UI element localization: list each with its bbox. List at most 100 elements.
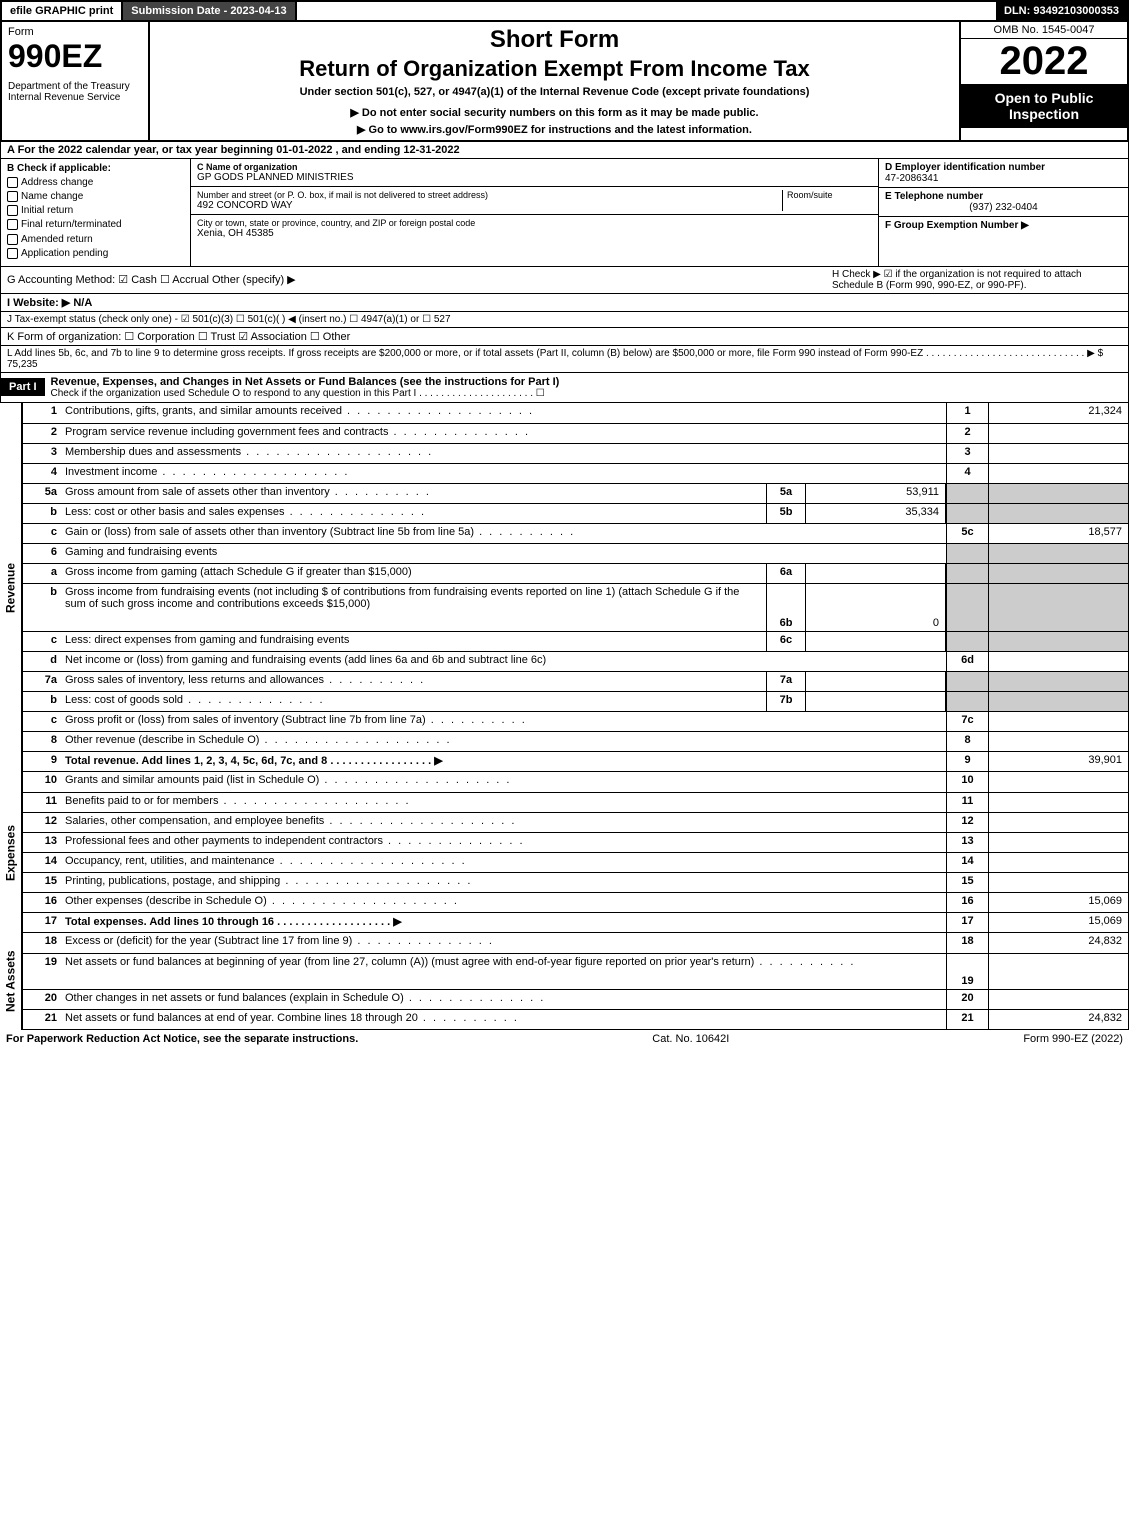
line-15-num: 15 bbox=[23, 873, 61, 892]
chk-final-label: Final return/terminated bbox=[21, 220, 122, 231]
form-ref: Form 990-EZ (2022) bbox=[1023, 1033, 1123, 1045]
line-2-desc: Program service revenue including govern… bbox=[61, 424, 946, 443]
line-6c-num: c bbox=[23, 632, 61, 651]
line-2-box: 2 bbox=[946, 424, 988, 443]
line-18-num: 18 bbox=[23, 933, 61, 953]
line-18-val: 24,832 bbox=[988, 933, 1128, 953]
line-20-box: 20 bbox=[946, 990, 988, 1009]
dept-treasury: Department of the Treasury Internal Reve… bbox=[8, 81, 142, 103]
line-11-val bbox=[988, 793, 1128, 812]
telephone: (937) 232-0404 bbox=[885, 202, 1122, 213]
line-20-desc: Other changes in net assets or fund bala… bbox=[61, 990, 946, 1009]
line-6c-box bbox=[946, 632, 988, 651]
line-9-num: 9 bbox=[23, 752, 61, 771]
line-7a-desc: Gross sales of inventory, less returns a… bbox=[61, 672, 766, 691]
line-19-num: 19 bbox=[23, 954, 61, 989]
return-title: Return of Organization Exempt From Incom… bbox=[156, 56, 953, 82]
line-20-val bbox=[988, 990, 1128, 1009]
line-19-val bbox=[988, 954, 1128, 989]
line-5c-desc: Gain or (loss) from sale of assets other… bbox=[61, 524, 946, 543]
line-14-box: 14 bbox=[946, 853, 988, 872]
line-3-val bbox=[988, 444, 1128, 463]
f-label: F Group Exemption Number ▶ bbox=[885, 220, 1122, 231]
line-7c-val bbox=[988, 712, 1128, 731]
line-10-num: 10 bbox=[23, 772, 61, 792]
expenses-section-label: Expenses bbox=[0, 772, 22, 933]
line-9-box: 9 bbox=[946, 752, 988, 771]
tax-year: 2022 bbox=[961, 39, 1127, 84]
line-7b-midval bbox=[806, 692, 946, 711]
line-5b-num: b bbox=[23, 504, 61, 523]
line-8-box: 8 bbox=[946, 732, 988, 751]
line-6b-midval: 0 bbox=[806, 584, 946, 631]
line-4-num: 4 bbox=[23, 464, 61, 483]
line-14-val bbox=[988, 853, 1128, 872]
revenue-section-label: Revenue bbox=[0, 403, 22, 772]
line-6d-box: 6d bbox=[946, 652, 988, 671]
netassets-section-label: Net Assets bbox=[0, 933, 22, 1030]
line-4-desc: Investment income bbox=[61, 464, 946, 483]
line-11-desc: Benefits paid to or for members bbox=[61, 793, 946, 812]
chk-amended[interactable]: Amended return bbox=[7, 234, 184, 245]
line-5a-num: 5a bbox=[23, 484, 61, 503]
line-14-num: 14 bbox=[23, 853, 61, 872]
chk-pending[interactable]: Application pending bbox=[7, 248, 184, 259]
line-7c-desc: Gross profit or (loss) from sales of inv… bbox=[61, 712, 946, 731]
line-6a-mid: 6a bbox=[766, 564, 806, 583]
chk-name[interactable]: Name change bbox=[7, 191, 184, 202]
line-17-num: 17 bbox=[23, 913, 61, 932]
line-6c-desc: Less: direct expenses from gaming and fu… bbox=[61, 632, 766, 651]
line-5b-box bbox=[946, 504, 988, 523]
line-17-val: 15,069 bbox=[988, 913, 1128, 932]
b-label: B Check if applicable: bbox=[7, 163, 184, 174]
line-6-box bbox=[946, 544, 988, 563]
warning-ssn: ▶ Do not enter social security numbers o… bbox=[156, 106, 953, 119]
submission-date: Submission Date - 2023-04-13 bbox=[123, 2, 296, 20]
line-5c-val: 18,577 bbox=[988, 524, 1128, 543]
line-4-box: 4 bbox=[946, 464, 988, 483]
line-8-val bbox=[988, 732, 1128, 751]
chk-final[interactable]: Final return/terminated bbox=[7, 219, 184, 230]
line-11-num: 11 bbox=[23, 793, 61, 812]
chk-initial[interactable]: Initial return bbox=[7, 205, 184, 216]
line-7a-box bbox=[946, 672, 988, 691]
line-6c-val bbox=[988, 632, 1128, 651]
section-h: H Check ▶ ☑ if the organization is not r… bbox=[832, 269, 1122, 291]
line-12-num: 12 bbox=[23, 813, 61, 832]
street-address: 492 CONCORD WAY bbox=[197, 200, 782, 211]
line-20-num: 20 bbox=[23, 990, 61, 1009]
chk-address[interactable]: Address change bbox=[7, 177, 184, 188]
line-13-num: 13 bbox=[23, 833, 61, 852]
section-k: K Form of organization: ☐ Corporation ☐ … bbox=[0, 328, 1129, 346]
line-10-desc: Grants and similar amounts paid (list in… bbox=[61, 772, 946, 792]
line-3-box: 3 bbox=[946, 444, 988, 463]
line-18-desc: Excess or (deficit) for the year (Subtra… bbox=[61, 933, 946, 953]
d-label: D Employer identification number bbox=[885, 162, 1122, 173]
line-5b-desc: Less: cost or other basis and sales expe… bbox=[61, 504, 766, 523]
section-b-block: B Check if applicable: Address change Na… bbox=[0, 159, 1129, 267]
form-label: Form bbox=[8, 26, 142, 38]
section-g-h: G Accounting Method: ☑ Cash ☐ Accrual Ot… bbox=[0, 267, 1129, 294]
line-12-desc: Salaries, other compensation, and employ… bbox=[61, 813, 946, 832]
efile-print[interactable]: efile GRAPHIC print bbox=[2, 2, 123, 20]
section-i: I Website: ▶ N/A bbox=[0, 294, 1129, 312]
line-1-num: 1 bbox=[23, 403, 61, 423]
part-1-label: Part I bbox=[1, 378, 45, 396]
form-number: 990EZ bbox=[8, 38, 142, 75]
irs-link[interactable]: ▶ Go to www.irs.gov/Form990EZ for instru… bbox=[156, 123, 953, 136]
city-state-zip: Xenia, OH 45385 bbox=[197, 228, 872, 239]
line-9-val: 39,901 bbox=[988, 752, 1128, 771]
line-5c-num: c bbox=[23, 524, 61, 543]
line-16-desc: Other expenses (describe in Schedule O) bbox=[61, 893, 946, 912]
omb-number: OMB No. 1545-0047 bbox=[961, 22, 1127, 39]
line-6a-midval bbox=[806, 564, 946, 583]
line-10-box: 10 bbox=[946, 772, 988, 792]
ein: 47-2086341 bbox=[885, 173, 1122, 184]
line-13-box: 13 bbox=[946, 833, 988, 852]
line-3-num: 3 bbox=[23, 444, 61, 463]
line-14-desc: Occupancy, rent, utilities, and maintena… bbox=[61, 853, 946, 872]
line-8-desc: Other revenue (describe in Schedule O) bbox=[61, 732, 946, 751]
expenses-lines: 10Grants and similar amounts paid (list … bbox=[22, 772, 1129, 933]
line-15-desc: Printing, publications, postage, and shi… bbox=[61, 873, 946, 892]
revenue-lines: 1Contributions, gifts, grants, and simil… bbox=[22, 403, 1129, 772]
